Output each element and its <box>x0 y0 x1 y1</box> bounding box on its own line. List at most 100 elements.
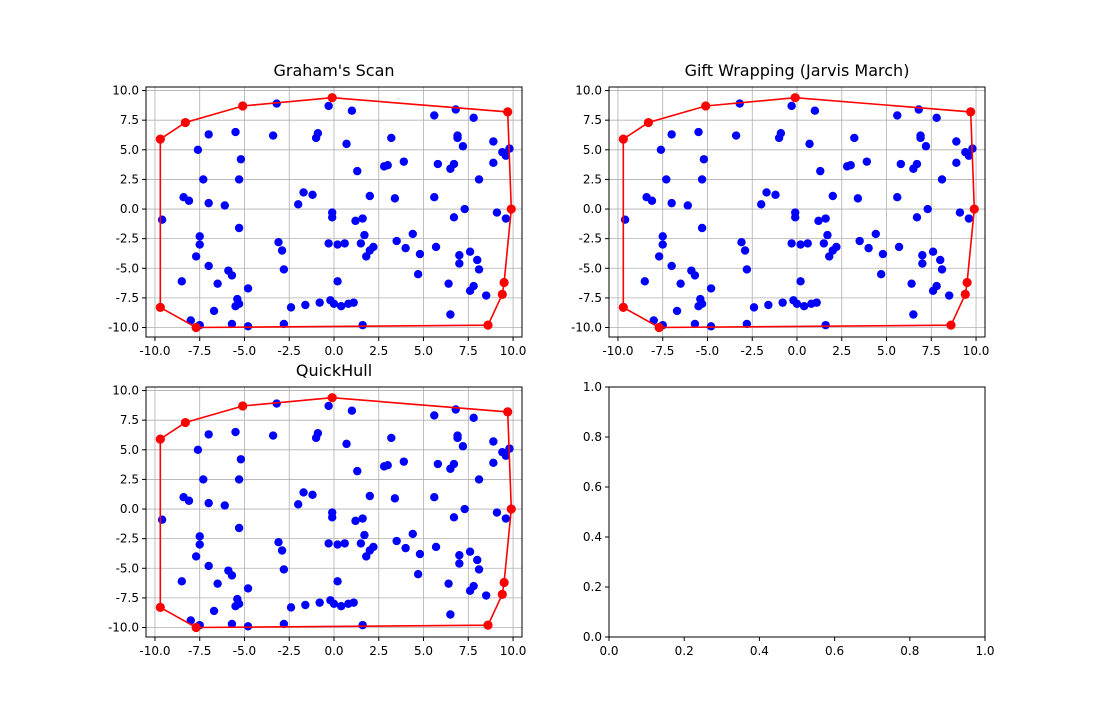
data-point <box>823 230 832 240</box>
y-tick-label: -5.0 <box>579 261 602 275</box>
y-tick-label: 0.8 <box>583 430 602 444</box>
data-point <box>918 251 927 260</box>
hull-vertex <box>327 93 337 103</box>
data-point <box>336 601 346 611</box>
data-point <box>762 188 771 197</box>
data-point <box>455 251 464 260</box>
data-point <box>199 475 208 484</box>
x-tick-label: -2.5 <box>278 644 301 658</box>
y-tick-label: 0.0 <box>583 202 602 216</box>
data-point <box>231 427 240 437</box>
y-tick-label: -10.0 <box>108 621 139 635</box>
data-point <box>796 277 805 286</box>
y-tick-label: 7.5 <box>583 113 602 127</box>
data-point <box>231 601 240 611</box>
x-tick-label: 0.0 <box>324 344 343 358</box>
data-point <box>277 546 287 555</box>
data-point <box>220 501 229 510</box>
data-point <box>433 159 443 169</box>
data-point <box>640 277 650 286</box>
data-point <box>690 319 700 329</box>
y-tick-label: -5.0 <box>116 261 139 275</box>
x-tick-label: 5.0 <box>877 344 896 358</box>
data-point <box>776 129 786 138</box>
data-point <box>846 160 855 170</box>
data-point <box>387 433 396 443</box>
y-tick-label: -7.5 <box>116 591 139 605</box>
data-point <box>387 133 396 143</box>
plot-area <box>609 387 985 637</box>
data-point <box>268 431 278 440</box>
data-point <box>778 298 787 307</box>
data-point <box>329 599 339 609</box>
hull-vertex <box>701 101 711 111</box>
data-point <box>796 240 805 249</box>
data-point <box>347 406 357 415</box>
data-point <box>360 530 369 540</box>
data-point <box>157 515 167 524</box>
y-tick-label: 5.0 <box>583 143 602 157</box>
hull-vertex <box>180 417 190 428</box>
data-point <box>936 255 945 265</box>
y-tick-label: 0.2 <box>583 580 602 594</box>
data-point <box>787 101 796 111</box>
hull-vertex <box>238 101 248 111</box>
data-point <box>896 159 906 169</box>
data-point <box>444 579 453 588</box>
data-point <box>234 523 244 533</box>
data-point <box>184 196 194 205</box>
data-point <box>204 561 213 571</box>
data-point <box>460 504 469 514</box>
data-point <box>313 429 323 438</box>
y-tick-label: 7.5 <box>120 413 139 427</box>
data-point <box>349 598 358 607</box>
data-point <box>799 301 809 311</box>
data-point <box>937 175 947 184</box>
data-point <box>234 223 244 233</box>
data-point <box>474 475 484 484</box>
data-point <box>204 430 213 439</box>
data-point <box>433 459 443 469</box>
data-point <box>469 413 478 423</box>
data-point <box>501 514 511 523</box>
data-point <box>453 133 462 143</box>
hull-vertex <box>497 289 507 299</box>
data-point <box>756 200 766 209</box>
x-tick-label: -7.5 <box>651 344 674 358</box>
data-point <box>195 540 204 549</box>
data-point <box>293 500 303 509</box>
data-point <box>430 192 439 202</box>
data-point <box>324 401 333 411</box>
data-point <box>383 160 392 170</box>
data-point <box>277 246 287 255</box>
data-point <box>893 111 902 120</box>
data-point <box>647 196 657 205</box>
data-point <box>453 433 462 443</box>
data-point <box>191 552 201 561</box>
data-point <box>489 458 498 468</box>
hull-vertex <box>503 107 513 117</box>
data-point <box>329 299 339 309</box>
data-point <box>812 298 821 307</box>
x-tick-label: -10.0 <box>602 344 633 358</box>
data-point <box>501 214 511 223</box>
data-point <box>333 577 342 586</box>
data-point <box>369 242 378 252</box>
data-point <box>803 239 812 248</box>
data-point <box>243 284 253 293</box>
x-tick-label: 10.0 <box>500 644 527 658</box>
data-point <box>195 532 204 541</box>
data-point <box>301 300 310 310</box>
data-point <box>195 240 204 249</box>
data-point <box>392 536 401 546</box>
data-point <box>392 236 401 246</box>
data-point <box>351 216 360 226</box>
hull-vertex <box>654 322 664 333</box>
x-tick-label: 0.0 <box>599 644 618 658</box>
data-point <box>299 188 308 197</box>
data-point <box>430 111 439 120</box>
data-point <box>855 236 864 246</box>
data-point <box>474 265 484 274</box>
data-point <box>315 298 324 307</box>
